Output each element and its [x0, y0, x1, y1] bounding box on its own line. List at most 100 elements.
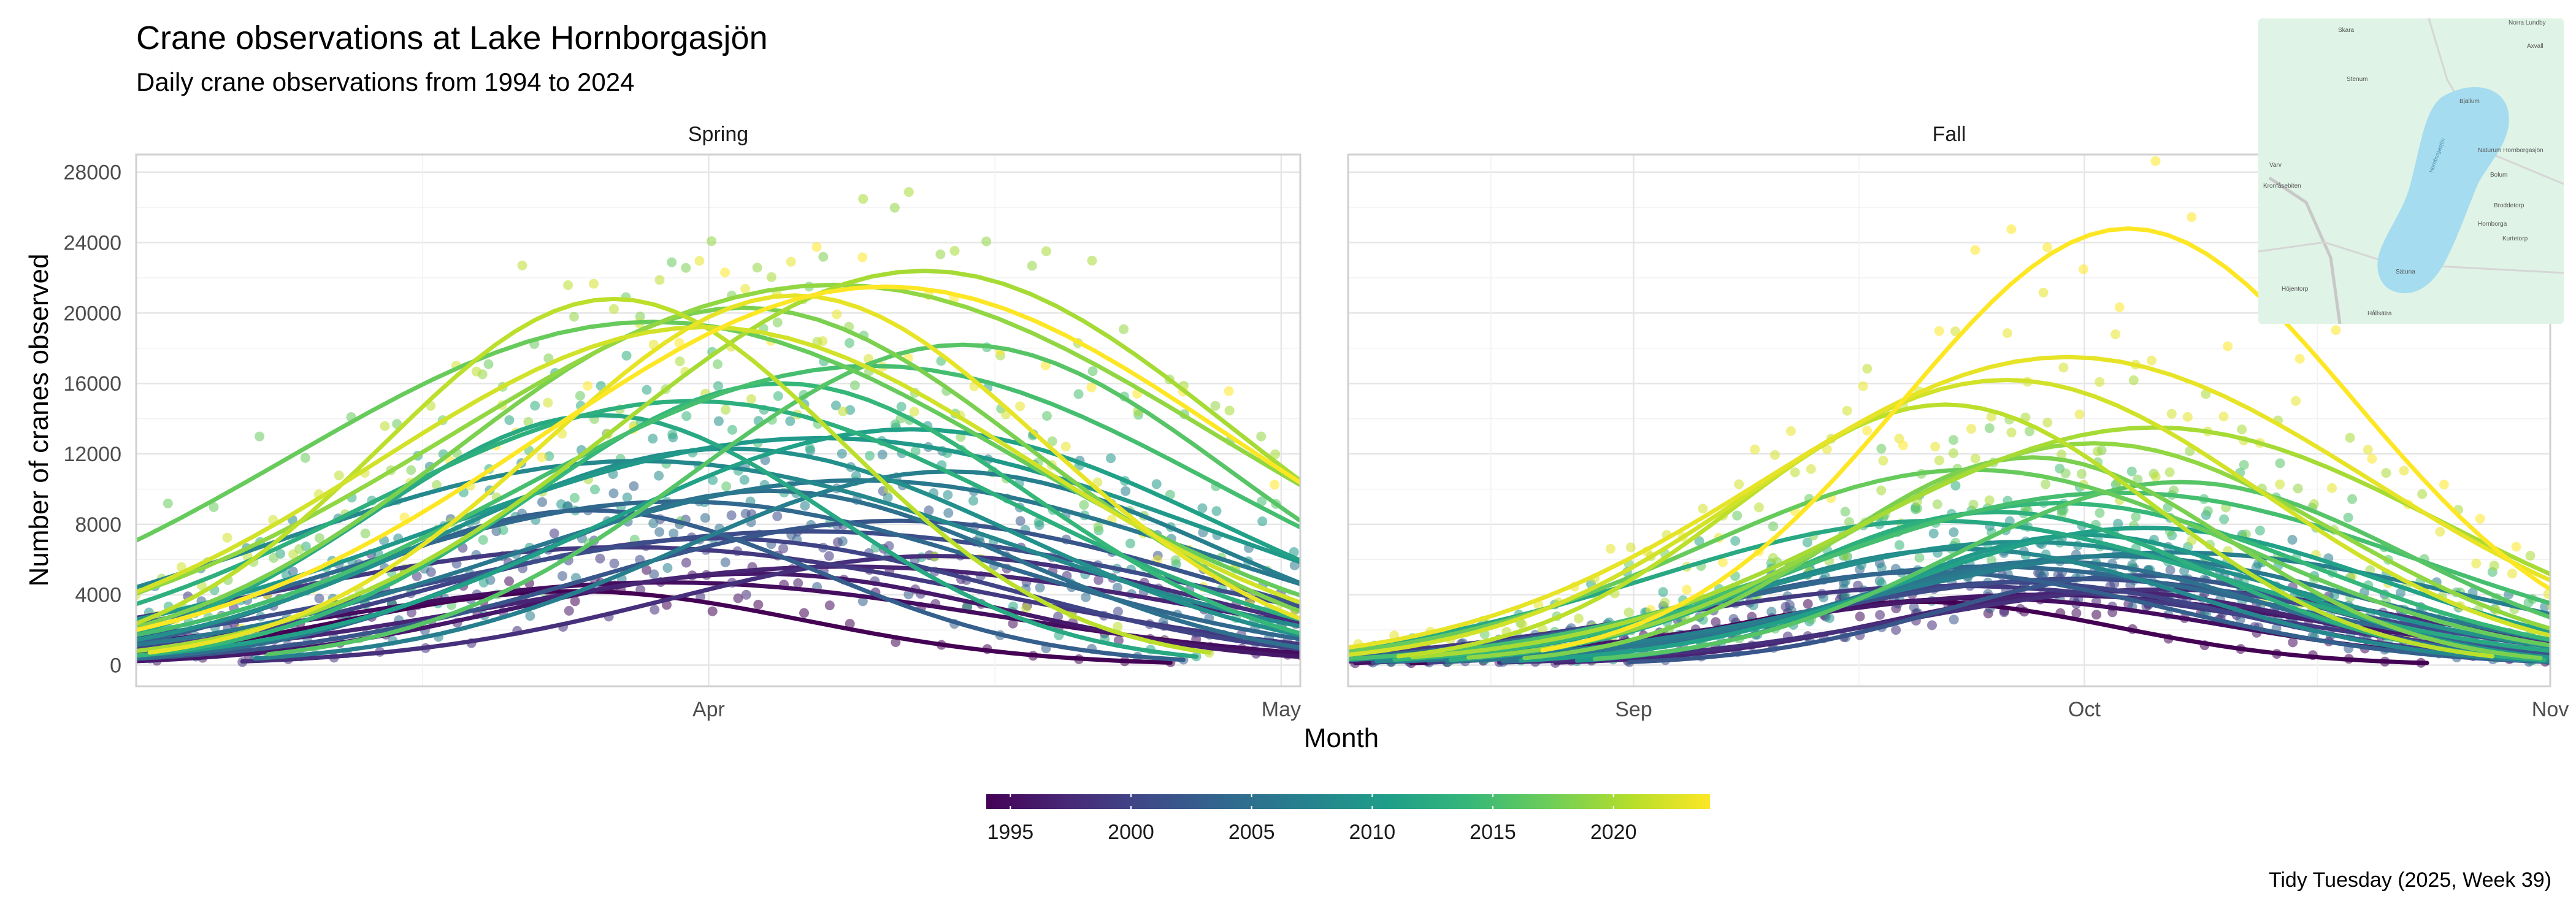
x-tick-label: Sep	[1615, 698, 1652, 721]
data-point	[1381, 585, 1390, 595]
strip-label-fall: Fall	[1933, 123, 1966, 146]
map-place-label: Norra Lundby	[2509, 20, 2546, 26]
data-point	[629, 481, 638, 491]
data-point	[1898, 440, 1908, 450]
data-point	[1314, 654, 1324, 664]
data-point	[1152, 479, 1162, 489]
data-point	[40, 643, 50, 653]
data-point	[1750, 445, 1760, 454]
data-point	[39, 617, 49, 627]
data-point	[1316, 657, 1325, 667]
data-point	[1427, 583, 1436, 593]
data-point	[2095, 508, 2105, 518]
data-point	[1439, 550, 1449, 559]
data-point	[1381, 601, 1391, 611]
data-point	[654, 471, 664, 481]
data-point	[0, 654, 4, 664]
data-point	[1335, 602, 1345, 612]
data-point	[720, 267, 730, 277]
data-point	[269, 553, 278, 563]
data-point	[543, 398, 553, 408]
data-point	[753, 600, 763, 610]
data-point	[0, 626, 3, 636]
data-point	[662, 563, 672, 573]
data-point	[746, 394, 756, 404]
data-point	[1016, 516, 1025, 526]
data-point	[569, 312, 579, 322]
data-point	[58, 605, 68, 615]
data-point	[20, 647, 30, 657]
data-point	[7, 651, 17, 661]
data-point	[1061, 442, 1071, 451]
data-point	[1, 653, 10, 663]
data-point	[2058, 362, 2068, 372]
data-point	[590, 484, 600, 494]
map-place-label: Stenum	[2347, 76, 2367, 83]
data-point	[772, 511, 782, 521]
data-point	[1330, 657, 1340, 667]
data-point	[478, 535, 488, 545]
data-point	[1363, 570, 1373, 580]
data-point	[2115, 302, 2125, 312]
data-point	[2558, 645, 2568, 655]
data-point	[118, 614, 128, 624]
data-point	[223, 533, 232, 543]
data-point	[99, 655, 109, 665]
data-point	[609, 304, 619, 314]
data-point	[622, 351, 632, 361]
data-point	[1985, 423, 1995, 433]
data-point	[2237, 424, 2247, 434]
data-point	[935, 250, 945, 259]
data-point	[537, 497, 547, 507]
data-point	[2061, 469, 2071, 478]
data-point	[1842, 406, 1852, 416]
data-point	[472, 367, 481, 377]
data-point	[1930, 442, 1940, 451]
data-point	[890, 203, 900, 213]
data-point	[1453, 569, 1463, 578]
data-point	[1730, 536, 1740, 546]
data-point	[1310, 646, 1320, 656]
data-point	[1349, 543, 1359, 553]
data-point	[825, 600, 835, 610]
data-point	[1335, 650, 1345, 660]
x-tick-label: Nov	[2532, 698, 2569, 721]
colorbar-tick-label: 2020	[1590, 821, 1637, 844]
data-point	[40, 654, 50, 664]
data-point	[79, 643, 89, 653]
data-point	[1079, 500, 1089, 510]
data-point	[1240, 654, 1250, 664]
data-point	[714, 416, 724, 426]
data-point	[1394, 567, 1404, 577]
data-point	[669, 529, 678, 538]
data-point	[1367, 627, 1377, 637]
data-point	[99, 644, 109, 654]
data-point	[721, 481, 731, 491]
data-point	[767, 272, 776, 282]
data-point	[2512, 542, 2521, 552]
data-point	[1682, 585, 1692, 595]
data-point	[2564, 611, 2574, 621]
data-point	[1499, 592, 1509, 602]
data-point	[1088, 366, 1098, 376]
data-point	[2560, 634, 2570, 644]
data-point	[1322, 631, 1332, 641]
data-point	[47, 646, 56, 656]
data-point	[1606, 544, 1616, 554]
data-point	[2151, 472, 2161, 481]
data-point	[334, 470, 344, 480]
data-point	[1624, 608, 1634, 618]
data-point	[2127, 467, 2137, 477]
map-place-label: Naturum Hornborgasjön	[2478, 147, 2543, 154]
data-point	[20, 623, 29, 633]
data-point	[1734, 480, 1744, 489]
data-point	[13, 648, 23, 657]
data-point	[838, 537, 848, 546]
data-point	[1408, 597, 1418, 607]
data-point	[504, 576, 514, 586]
data-point	[1698, 504, 1708, 513]
data-point	[2223, 342, 2233, 351]
